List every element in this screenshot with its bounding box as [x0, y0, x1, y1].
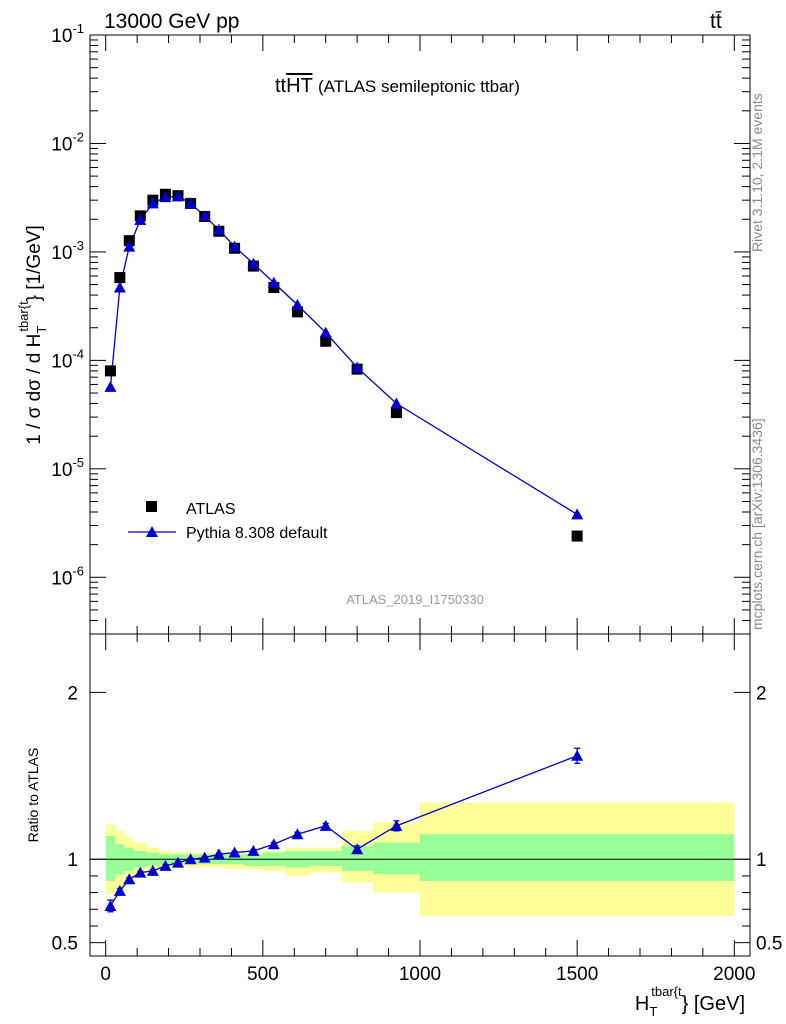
- main-y-tick-label: 10-3: [51, 238, 84, 264]
- x-tick-label: 1000: [399, 964, 441, 985]
- ratio-pythia-point: [212, 848, 225, 860]
- ratio-pythia-point: [351, 843, 364, 855]
- header-right: tt̄: [710, 10, 722, 33]
- x-tick-label: 1500: [556, 964, 598, 985]
- ratio-pythia-point: [113, 884, 126, 896]
- plot-title-overline: HT: [286, 75, 312, 97]
- ratio-y-axis: 0.5 0.5 1 1 2 2: [52, 683, 783, 954]
- ratio-pythia-point: [198, 851, 211, 863]
- plot-title-subtitle: (ATLAS semileptonic ttbar): [318, 77, 520, 96]
- legend-marker-pythia: [146, 526, 158, 537]
- pythia-data-point: [212, 223, 225, 235]
- main-y-axis-label: 1 / σ dσ / d HTtbar{t} [1/GeV]: [16, 225, 49, 444]
- main-y-tick-label: 10-5: [51, 455, 84, 481]
- main-plot-area: [104, 188, 584, 542]
- atlas-data-point: [571, 530, 583, 542]
- pythia-data-point: [134, 213, 147, 225]
- main-y-tick-label: 10-1: [51, 21, 84, 47]
- ratio-pythia-point: [159, 859, 172, 871]
- ratio-band-inner: [310, 850, 342, 866]
- atlas-data-point: [291, 306, 303, 318]
- pythia-data-point: [247, 257, 260, 269]
- ratio-y-tick-label-right: 0.5: [756, 934, 782, 955]
- x-tick-label: 500: [247, 964, 279, 985]
- ratio-y-tick-label: 1: [67, 850, 78, 871]
- ratio-band-inner: [105, 835, 116, 881]
- main-y-tick-label: 10-6: [51, 563, 84, 589]
- pythia-data-point: [123, 240, 136, 252]
- pythia-data-point: [267, 276, 280, 288]
- pythia-data-point: [198, 210, 211, 222]
- pythia-data-point: [146, 197, 159, 209]
- ratio-pythia-point: [319, 819, 332, 831]
- ratio-pythia-point: [228, 846, 241, 858]
- x-axis: 0 500 1000 1500 2000: [100, 35, 755, 985]
- ratio-pythia-point: [571, 749, 584, 761]
- plot-title-main: tt: [275, 75, 287, 97]
- ratio-pythia-point: [267, 838, 280, 850]
- legend-label-pythia: Pythia 8.308 default: [186, 525, 328, 542]
- pythia-data-point: [291, 298, 304, 310]
- x-axis-label: HTtbar{t} [GeV]: [635, 984, 745, 1019]
- pythia-line: [109, 195, 578, 515]
- mcplots-label: mcplots.cern.ch [arXiv:1306.3436]: [749, 418, 765, 630]
- pythia-data-point: [184, 197, 197, 209]
- x-tick-label: 0: [100, 964, 111, 985]
- ratio-pythia-point: [390, 819, 403, 831]
- rivet-version-label: Rivet 3.1.10, 2.1M events: [749, 93, 765, 252]
- ratio-y-axis-label: Ratio to ATLAS: [25, 748, 41, 843]
- pythia-data-point: [104, 380, 117, 392]
- ratio-y-tick-label: 0.5: [52, 934, 78, 955]
- legend: ATLAS Pythia 8.308 default: [128, 501, 328, 542]
- ratio-band-inner: [372, 842, 420, 875]
- pythia-data-point: [351, 361, 364, 373]
- main-y-tick-label: 10-2: [51, 129, 84, 155]
- pythia-data-point: [113, 281, 126, 293]
- ratio-pythia-point: [184, 853, 197, 865]
- ratio-y-tick-label-right: 1: [756, 850, 767, 871]
- ratio-band-inner: [420, 834, 735, 881]
- pythia-data-point: [390, 397, 403, 409]
- main-y-axis: 10-1 10-2 10-3 10-4 10-5 10-6: [51, 21, 750, 635]
- atlas-data-point: [104, 365, 116, 377]
- pythia-data-point: [228, 240, 241, 252]
- ratio-pythia-point: [146, 864, 159, 876]
- ratio-pythia-point: [172, 856, 184, 868]
- atlas-data-point: [320, 335, 332, 347]
- ratio-pythia-point: [104, 899, 117, 911]
- x-tick-label: 2000: [713, 964, 755, 985]
- pythia-data-point: [319, 326, 332, 338]
- header-left: 13000 GeV pp: [104, 10, 239, 33]
- ratio-pythia-point: [247, 844, 260, 856]
- ratio-y-tick-label-right: 2: [756, 683, 767, 704]
- legend-marker-atlas: [146, 501, 157, 512]
- ratio-pythia-point: [134, 866, 147, 878]
- legend-label-atlas: ATLAS: [186, 501, 236, 518]
- plot-title: ttHT (ATLAS semileptonic ttbar): [275, 75, 520, 97]
- atlas-data-point: [390, 407, 402, 419]
- analysis-id: ATLAS_2019_I1750330: [346, 592, 484, 607]
- main-y-tick-label: 10-4: [51, 346, 84, 372]
- pythia-data-point: [172, 190, 184, 202]
- atlas-data-point: [114, 272, 126, 284]
- ratio-band-inner: [244, 854, 263, 866]
- main-plot-frame: [89, 34, 751, 635]
- pythia-data-point: [571, 508, 584, 520]
- ratio-pythia-point: [123, 873, 136, 885]
- ratio-pythia-point: [291, 828, 304, 840]
- ratio-y-tick-label: 2: [67, 683, 78, 704]
- ratio-plot-area: [104, 747, 584, 913]
- pythia-data-point: [159, 191, 172, 203]
